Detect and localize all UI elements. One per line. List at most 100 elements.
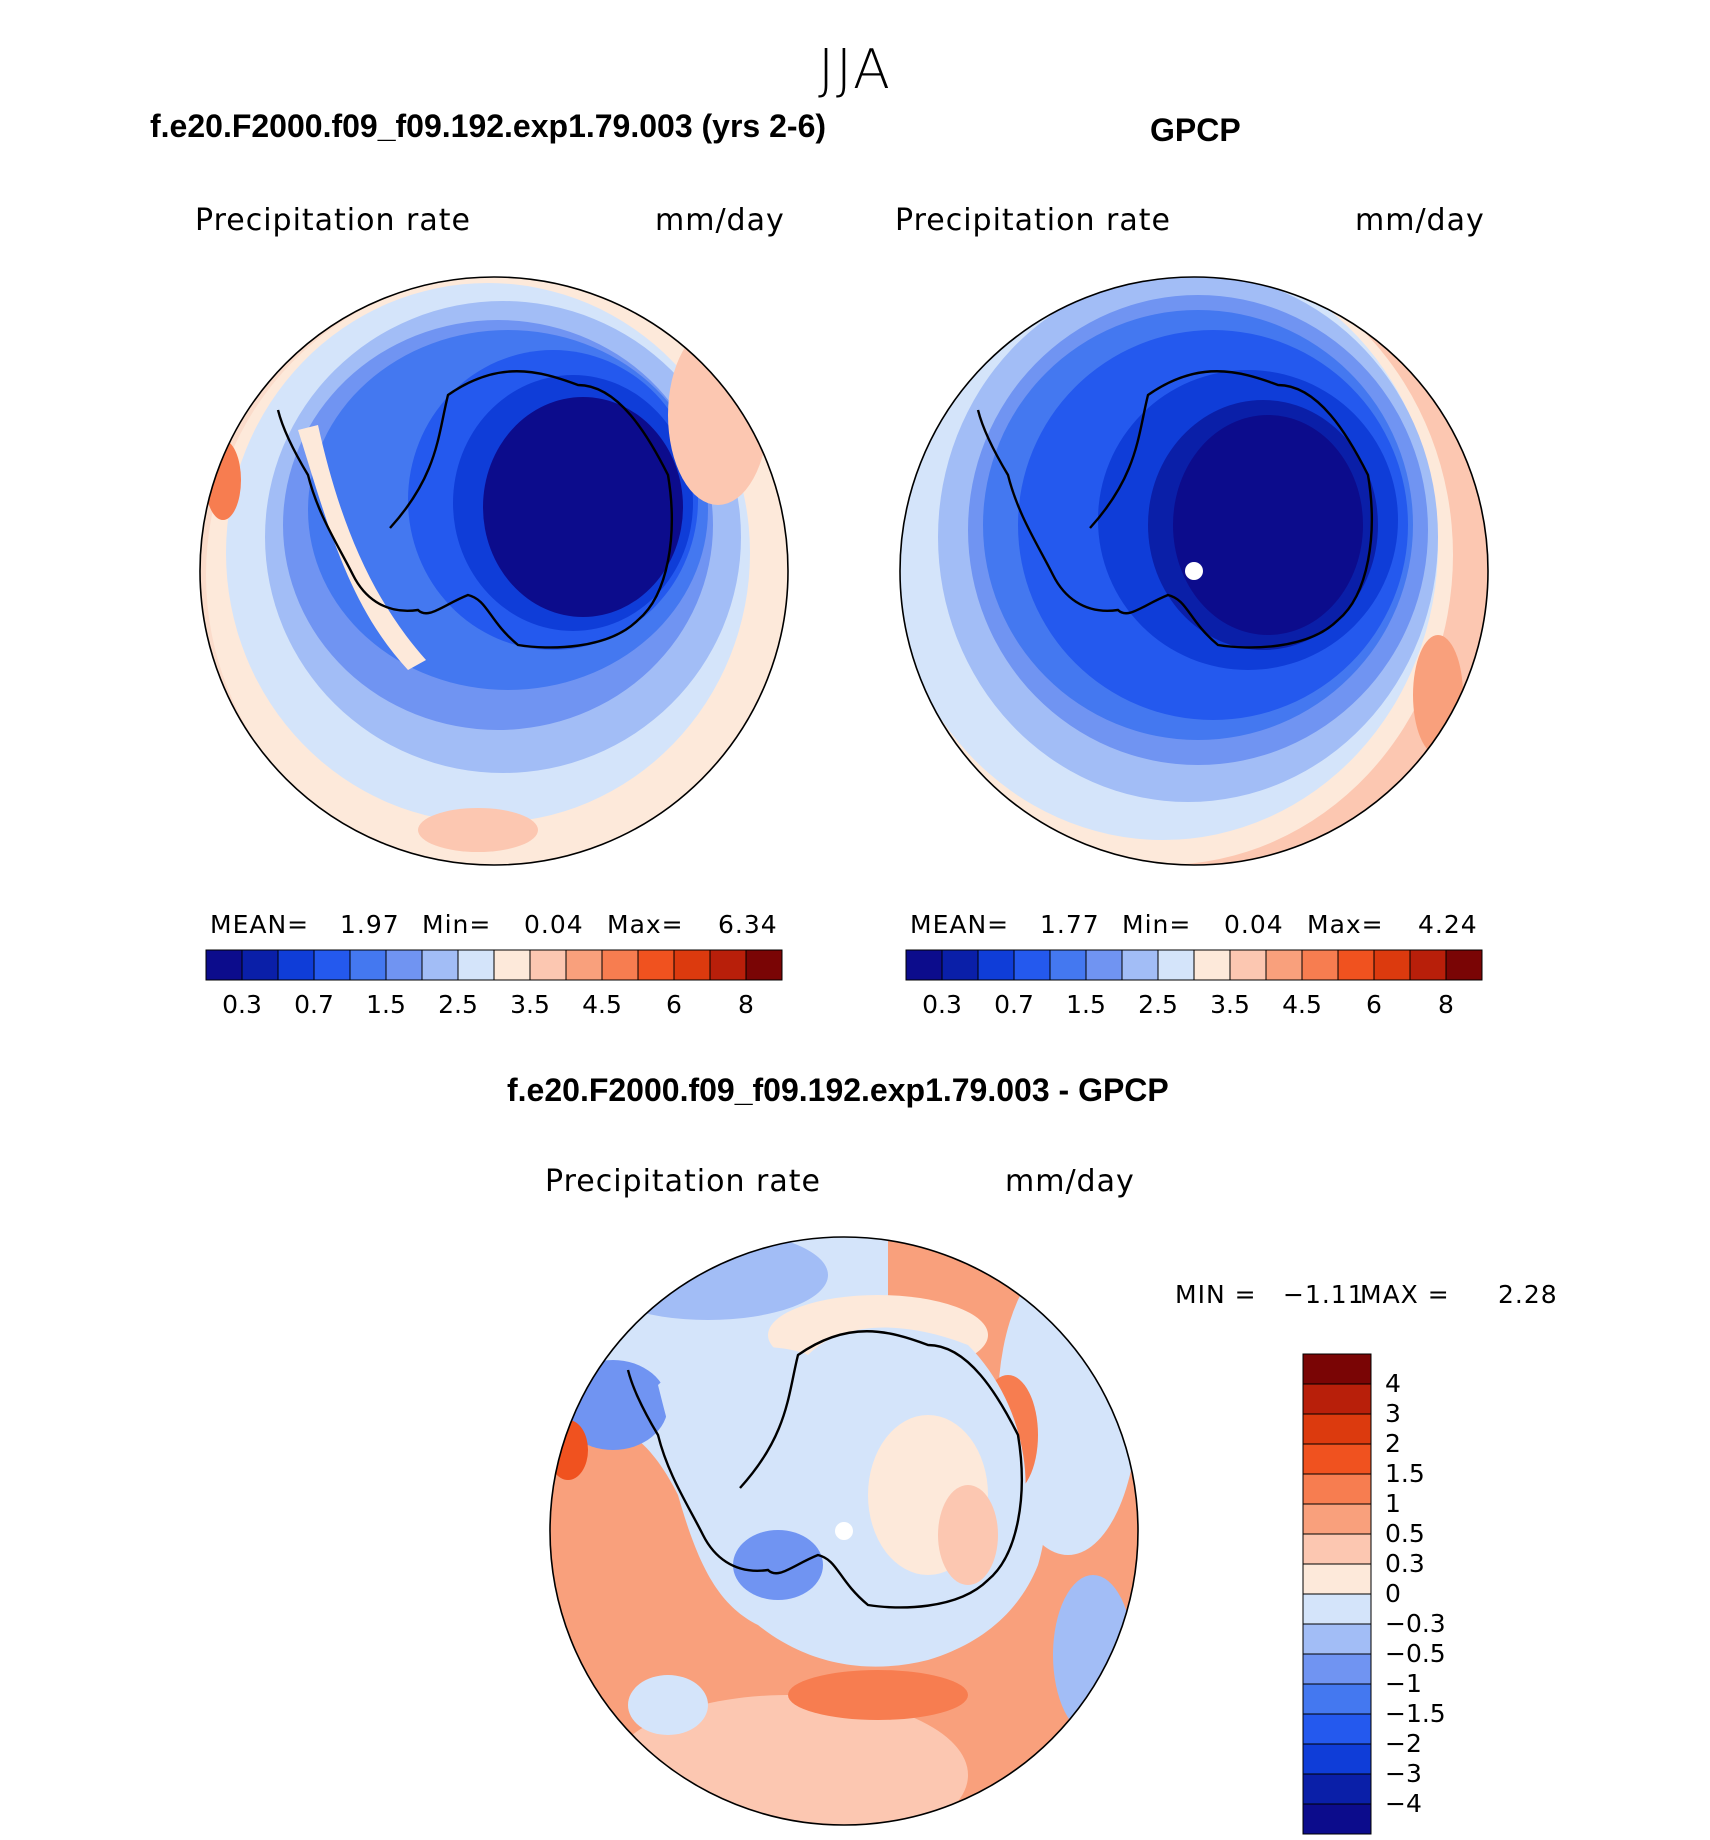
diff-colorbar-tick-label: −2 — [1385, 1729, 1422, 1758]
diff-colorbar-tick-label: −1.5 — [1385, 1699, 1446, 1728]
obs-colorbar-tick-label: 6 — [1366, 990, 1382, 1019]
model-colorbar-tick-label: 8 — [738, 990, 754, 1019]
model-colorbar-swatch — [205, 949, 243, 981]
model-panel-title: f.e20.F2000.f09_f09.192.exp1.79.003 (yrs… — [150, 108, 827, 144]
diff-colorbar-tick-label: 0.5 — [1385, 1519, 1425, 1548]
obs-min-label: Min= — [1122, 910, 1192, 939]
diff-colorbar — [1302, 1353, 1372, 1835]
obs-colorbar-tick-label: 0.7 — [994, 990, 1034, 1019]
diff-colorbar-tick-label: −0.5 — [1385, 1639, 1446, 1668]
model-colorbar-swatch — [709, 949, 747, 981]
diff-colorbar-swatch — [1302, 1623, 1372, 1655]
model-colorbar-swatch — [385, 949, 423, 981]
obs-colorbar-swatch — [1445, 949, 1483, 981]
model-units-label: mm/day — [655, 203, 785, 238]
diff-units-label: mm/day — [1005, 1164, 1135, 1199]
obs-max-label: Max= — [1307, 910, 1384, 939]
diff-colorbar-tick-label: 0.3 — [1385, 1549, 1425, 1578]
obs-colorbar-swatch — [1157, 949, 1195, 981]
model-min-value: 0.04 — [524, 910, 584, 939]
diff-colorbar-tick-label: 4 — [1385, 1369, 1401, 1398]
model-colorbar-swatch — [277, 949, 315, 981]
diff-colorbar-swatch — [1302, 1413, 1372, 1445]
obs-colorbar-swatch — [1337, 949, 1375, 981]
diff-colorbar-swatch — [1302, 1653, 1372, 1685]
diff-colorbar-tick-label: 0 — [1385, 1579, 1401, 1608]
obs-colorbar-swatch — [1229, 949, 1267, 981]
obs-colorbar-swatch — [1121, 949, 1159, 981]
diff-colorbar-tick-label: 1 — [1385, 1489, 1401, 1518]
diff-polar-map — [549, 1236, 1139, 1826]
obs-colorbar-swatch — [941, 949, 979, 981]
diff-colorbar-tick-label: −3 — [1385, 1759, 1422, 1788]
model-colorbar-swatch — [673, 949, 711, 981]
model-colorbar-ticks: 0.3 0.7 1.5 2.5 3.5 4.5 6 8 — [206, 990, 782, 1020]
model-colorbar-swatch — [565, 949, 603, 981]
diff-colorbar-swatch — [1302, 1563, 1372, 1595]
diff-colorbar-ticks: 4 3 2 1.5 1 0.5 0.3 0 −0.3 −0.5 −1 −1.5 −2 −3 −4 — [1385, 1354, 1505, 1834]
diff-colorbar-tick-label: 2 — [1385, 1429, 1401, 1458]
diff-colorbar-tick-label: 1.5 — [1385, 1459, 1425, 1488]
obs-units-label: mm/day — [1355, 203, 1485, 238]
diff-max-value: 2.28 — [1498, 1280, 1558, 1309]
model-variable-label: Precipitation rate — [195, 203, 471, 238]
model-colorbar-swatch — [745, 949, 783, 981]
model-colorbar-swatch — [529, 949, 567, 981]
obs-colorbar-tick-label: 8 — [1438, 990, 1454, 1019]
obs-colorbar-swatch — [1049, 949, 1087, 981]
diff-colorbar-swatch — [1302, 1743, 1372, 1775]
diff-colorbar-swatch — [1302, 1473, 1372, 1505]
diff-panel-title: f.e20.F2000.f09_f09.192.exp1.79.003 - GP… — [507, 1072, 1169, 1108]
diff-colorbar-tick-label: 3 — [1385, 1399, 1401, 1428]
model-colorbar-tick-label: 0.3 — [222, 990, 262, 1019]
diff-colorbar-tick-label: −0.3 — [1385, 1609, 1446, 1638]
diff-max-label: MAX = — [1360, 1280, 1450, 1309]
obs-colorbar-swatch — [905, 949, 943, 981]
diff-colorbar-tick-label: −1 — [1385, 1669, 1422, 1698]
model-colorbar-swatch — [493, 949, 531, 981]
season-title: JJA — [818, 38, 892, 101]
obs-panel-title: GPCP — [1150, 112, 1241, 148]
obs-colorbar-tick-label: 4.5 — [1282, 990, 1322, 1019]
model-colorbar — [205, 949, 783, 981]
diff-colorbar-swatch — [1302, 1503, 1372, 1535]
model-min-label: Min= — [422, 910, 492, 939]
model-max-label: Max= — [607, 910, 684, 939]
diff-colorbar-swatch — [1302, 1353, 1372, 1385]
obs-colorbar-swatch — [1265, 949, 1303, 981]
diff-colorbar-swatch — [1302, 1683, 1372, 1715]
obs-colorbar-tick-label: 2.5 — [1138, 990, 1178, 1019]
obs-colorbar-tick-label: 1.5 — [1066, 990, 1106, 1019]
model-colorbar-tick-label: 2.5 — [438, 990, 478, 1019]
diff-colorbar-swatch — [1302, 1533, 1372, 1565]
diff-colorbar-swatch — [1302, 1713, 1372, 1745]
obs-colorbar-swatch — [1085, 949, 1123, 981]
model-colorbar-tick-label: 4.5 — [582, 990, 622, 1019]
obs-colorbar-tick-label: 3.5 — [1210, 990, 1250, 1019]
model-colorbar-tick-label: 3.5 — [510, 990, 550, 1019]
model-colorbar-swatch — [421, 949, 459, 981]
obs-colorbar-swatch — [1409, 949, 1447, 981]
obs-colorbar-swatch — [1193, 949, 1231, 981]
obs-colorbar — [905, 949, 1483, 981]
diff-colorbar-swatch — [1302, 1443, 1372, 1475]
obs-colorbar-ticks: 0.3 0.7 1.5 2.5 3.5 4.5 6 8 — [906, 990, 1482, 1020]
model-colorbar-swatch — [457, 949, 495, 981]
diff-min-value: −1.11 — [1283, 1280, 1365, 1309]
obs-variable-label: Precipitation rate — [895, 203, 1171, 238]
model-polar-map — [199, 276, 789, 866]
obs-colorbar-tick-label: 0.3 — [922, 990, 962, 1019]
obs-max-value: 4.24 — [1418, 910, 1478, 939]
model-colorbar-swatch — [637, 949, 675, 981]
model-colorbar-swatch — [313, 949, 351, 981]
diff-colorbar-swatch — [1302, 1803, 1372, 1835]
model-colorbar-tick-label: 0.7 — [294, 990, 334, 1019]
model-max-value: 6.34 — [718, 910, 778, 939]
model-mean-value: 1.97 — [340, 910, 400, 939]
model-colorbar-swatch — [601, 949, 639, 981]
obs-colorbar-swatch — [977, 949, 1015, 981]
obs-colorbar-swatch — [1373, 949, 1411, 981]
diff-colorbar-swatch — [1302, 1773, 1372, 1805]
model-colorbar-swatch — [241, 949, 279, 981]
diff-colorbar-tick-label: −4 — [1385, 1789, 1422, 1818]
